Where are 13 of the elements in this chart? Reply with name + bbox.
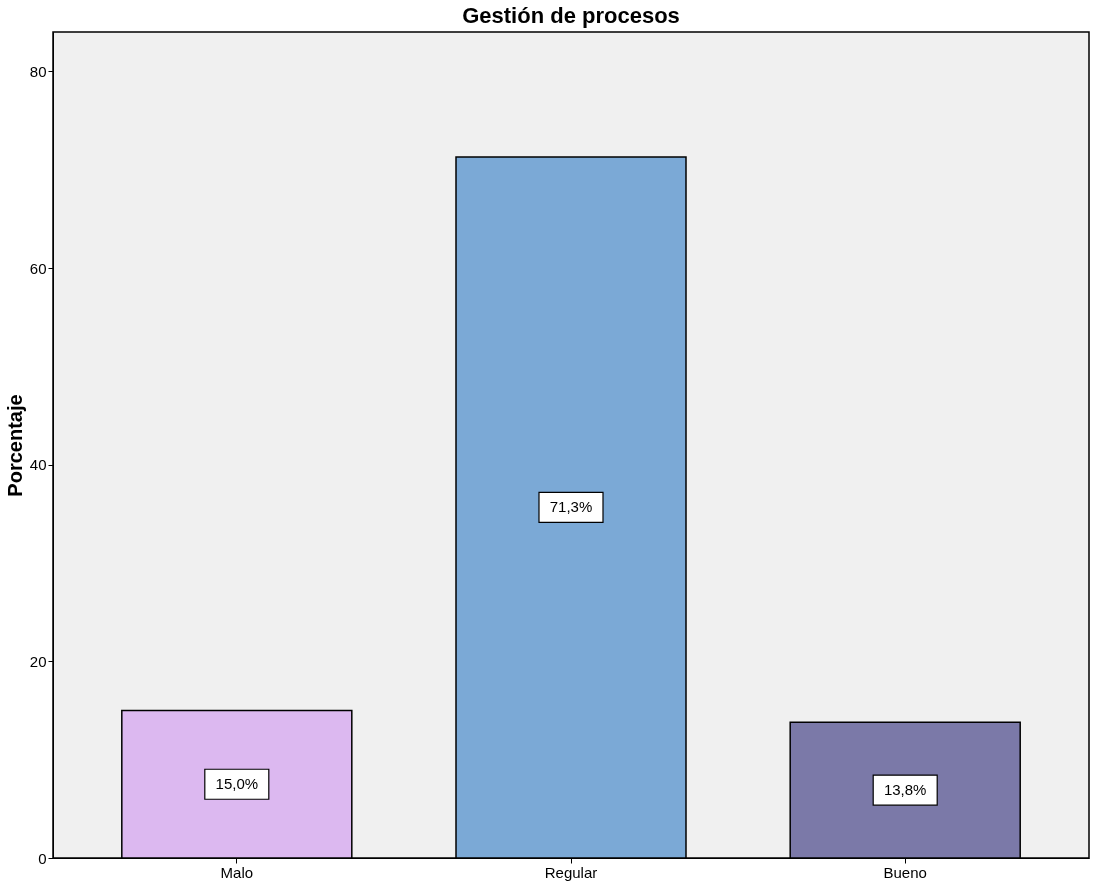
chart-title: Gestión de procesos bbox=[462, 3, 680, 28]
y-tick-label: 60 bbox=[29, 259, 47, 277]
y-tick-label: 0 bbox=[38, 849, 47, 867]
x-tick-label: Bueno bbox=[883, 863, 927, 881]
data-label: 15,0% bbox=[215, 775, 259, 793]
data-label: 71,3% bbox=[549, 498, 593, 516]
y-tick-label: 80 bbox=[29, 62, 47, 80]
y-axis-title: Porcentaje bbox=[3, 394, 26, 497]
x-tick-label: Regular bbox=[544, 863, 598, 881]
x-tick-label: Malo bbox=[220, 863, 254, 881]
y-tick-label: 20 bbox=[29, 652, 47, 670]
y-tick-label: 40 bbox=[29, 456, 47, 474]
data-label: 13,8% bbox=[883, 781, 927, 799]
